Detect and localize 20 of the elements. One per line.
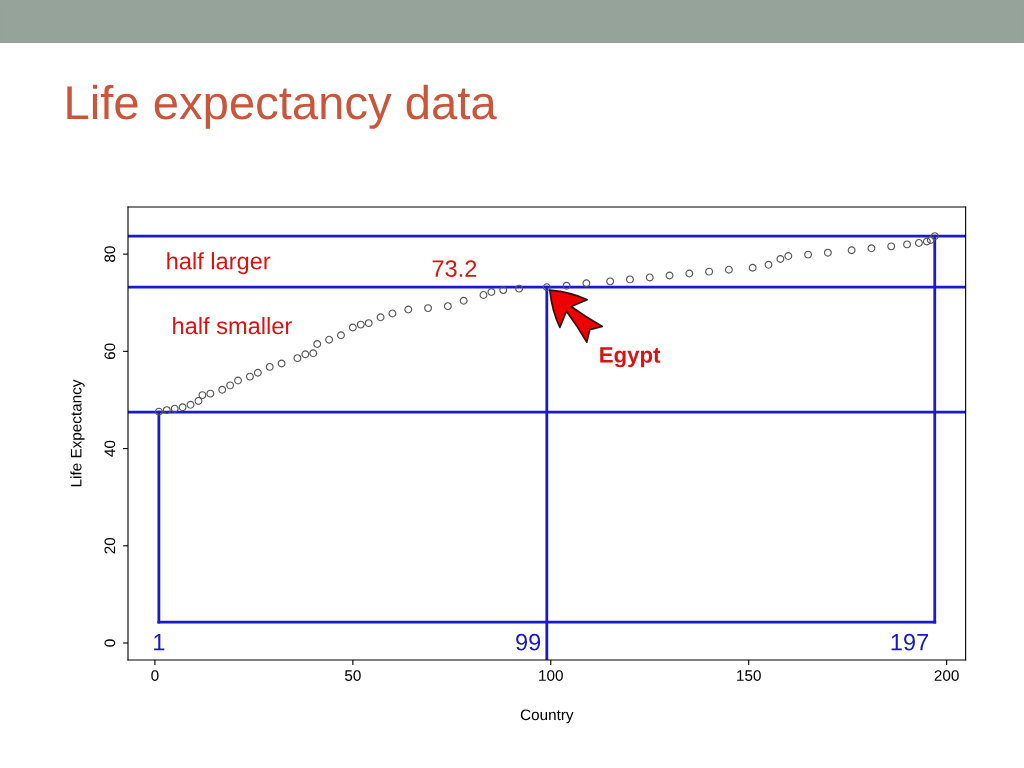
ref-line-label: 1 (154, 634, 165, 651)
y-tick-label: 40 (104, 440, 116, 457)
chart-title: Life expectancy data (67, 84, 497, 129)
x-tick-label: 200 (934, 670, 959, 681)
y-tick-label: 20 (104, 537, 116, 554)
ref-line-label: 99 (516, 633, 541, 651)
x-tick-label: 50 (344, 670, 361, 681)
annotation: half larger (167, 252, 271, 275)
x-tick-label: 0 (151, 670, 159, 681)
y-tick-label: 80 (104, 246, 116, 262)
annotation: half smaller (173, 316, 292, 335)
ref-line-label: 73.2 (432, 260, 477, 277)
x-axis-title: Country (520, 709, 574, 724)
x-tick-label: 150 (737, 670, 761, 681)
ref-line-label: 197 (891, 633, 929, 651)
y-tick-label: 0 (104, 639, 116, 647)
annotation: Egypt (600, 347, 661, 368)
y-axis-title: Life Expectancy (70, 379, 85, 487)
y-tick-label: 60 (104, 343, 116, 360)
x-tick-label: 100 (539, 670, 563, 681)
